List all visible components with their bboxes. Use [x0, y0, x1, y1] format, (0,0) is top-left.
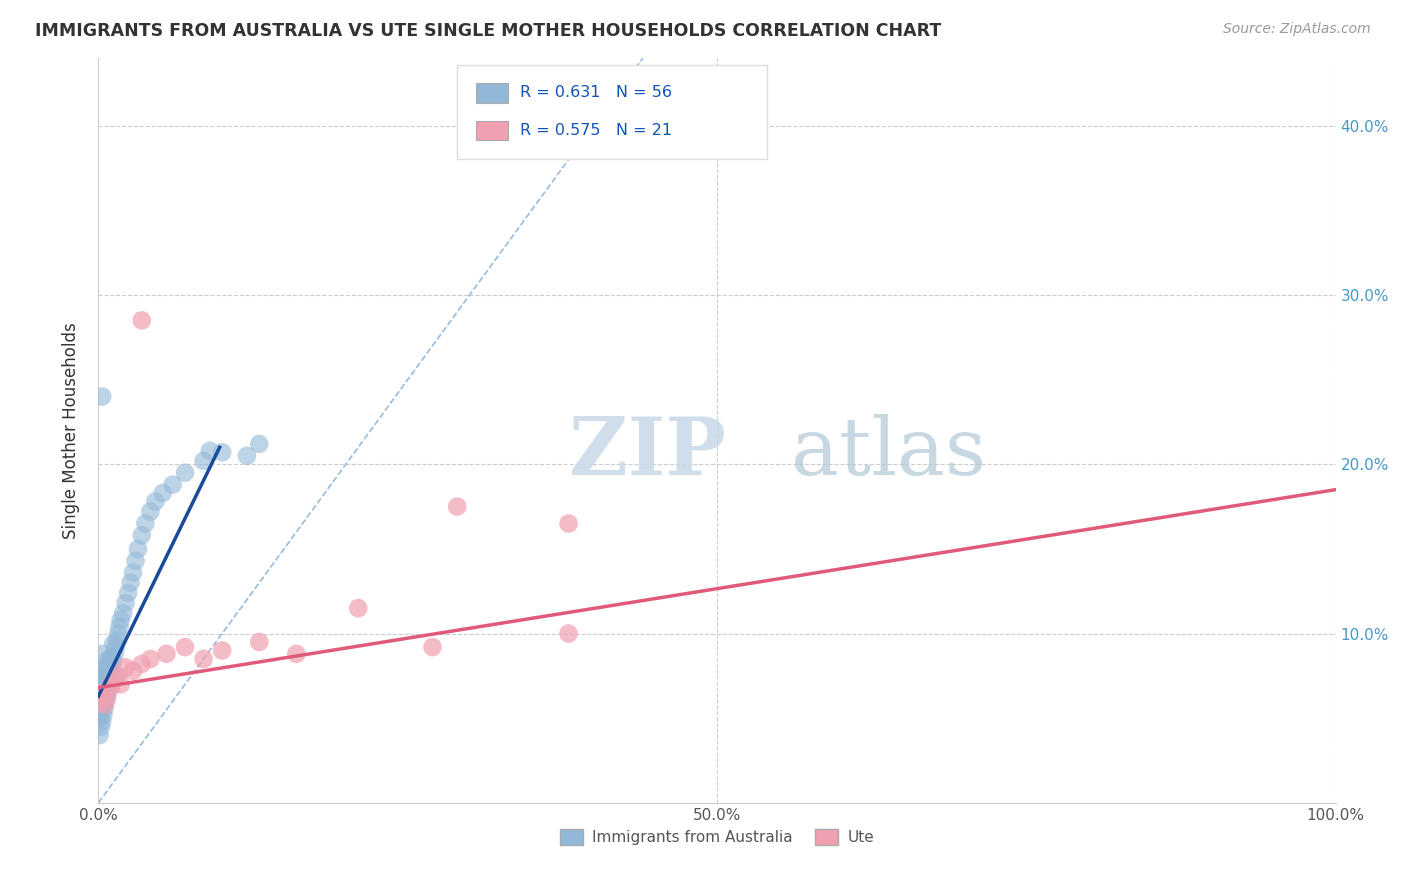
Point — [91, 681, 114, 695]
Point — [112, 606, 135, 620]
Point — [100, 681, 122, 695]
Text: R = 0.631   N = 56: R = 0.631 N = 56 — [520, 86, 672, 101]
Point — [174, 466, 197, 480]
Point — [104, 640, 127, 654]
Legend: Immigrants from Australia, Ute: Immigrants from Australia, Ute — [554, 822, 880, 851]
Point — [103, 654, 125, 668]
Point — [90, 669, 112, 683]
Text: Source: ZipAtlas.com: Source: ZipAtlas.com — [1223, 22, 1371, 37]
Point — [122, 566, 145, 580]
Point — [91, 686, 114, 700]
Point — [98, 657, 121, 671]
Point — [162, 477, 184, 491]
Point — [114, 660, 136, 674]
Point — [100, 650, 122, 665]
Point — [96, 671, 118, 685]
Point — [93, 667, 115, 681]
Point — [120, 575, 142, 590]
Point — [347, 601, 370, 615]
Point — [110, 613, 132, 627]
Point — [122, 664, 145, 678]
Text: R = 0.575   N = 21: R = 0.575 N = 21 — [520, 123, 672, 137]
Y-axis label: Single Mother Households: Single Mother Households — [62, 322, 80, 539]
Point — [127, 541, 149, 556]
Point — [422, 640, 444, 654]
Point — [97, 664, 120, 678]
Point — [198, 443, 221, 458]
Point — [93, 684, 115, 698]
Text: IMMIGRANTS FROM AUSTRALIA VS UTE SINGLE MOTHER HOUSEHOLDS CORRELATION CHART: IMMIGRANTS FROM AUSTRALIA VS UTE SINGLE … — [35, 22, 942, 40]
Point — [124, 554, 146, 568]
Point — [101, 660, 124, 674]
Text: ZIP: ZIP — [568, 414, 725, 491]
Point — [117, 586, 139, 600]
Point — [105, 669, 128, 683]
Point — [557, 626, 579, 640]
Point — [96, 654, 118, 668]
Point — [193, 454, 215, 468]
Point — [174, 640, 197, 654]
Point — [114, 596, 136, 610]
Point — [557, 516, 579, 531]
Point — [98, 673, 121, 688]
Point — [139, 652, 162, 666]
Point — [93, 673, 115, 688]
Point — [96, 690, 118, 705]
Point — [139, 505, 162, 519]
Point — [103, 647, 125, 661]
Point — [155, 647, 177, 661]
FancyBboxPatch shape — [475, 120, 508, 140]
Point — [285, 647, 308, 661]
Point — [89, 694, 111, 708]
FancyBboxPatch shape — [457, 65, 766, 159]
Point — [91, 698, 114, 712]
Point — [211, 643, 233, 657]
Point — [96, 688, 118, 702]
Point — [143, 494, 166, 508]
Point — [236, 449, 259, 463]
Point — [105, 633, 128, 648]
Point — [91, 664, 114, 678]
Point — [91, 390, 114, 404]
Point — [94, 694, 117, 708]
Point — [107, 626, 129, 640]
Point — [97, 681, 120, 695]
Point — [90, 703, 112, 717]
Point — [131, 313, 153, 327]
Point — [247, 635, 270, 649]
Text: atlas: atlas — [792, 414, 987, 491]
Point — [93, 690, 115, 705]
Point — [134, 516, 156, 531]
Point — [90, 694, 112, 708]
Point — [94, 660, 117, 674]
Point — [100, 667, 122, 681]
Point — [131, 657, 153, 671]
Point — [103, 673, 125, 688]
Point — [89, 728, 111, 742]
Point — [91, 714, 114, 729]
Point — [91, 647, 114, 661]
Point — [93, 701, 115, 715]
Point — [110, 677, 132, 691]
Point — [103, 637, 125, 651]
Point — [94, 677, 117, 691]
Point — [131, 528, 153, 542]
Point — [446, 500, 468, 514]
Point — [193, 652, 215, 666]
Point — [89, 711, 111, 725]
Point — [152, 486, 174, 500]
Point — [93, 698, 115, 712]
Point — [93, 707, 115, 722]
Point — [247, 437, 270, 451]
Point — [90, 686, 112, 700]
Point — [90, 720, 112, 734]
Point — [108, 620, 131, 634]
FancyBboxPatch shape — [475, 83, 508, 103]
Point — [211, 445, 233, 459]
